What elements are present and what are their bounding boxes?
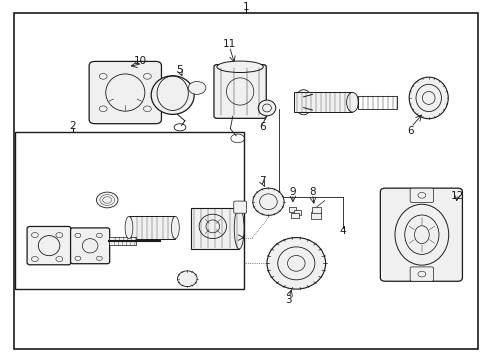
Text: 10: 10 — [133, 57, 147, 66]
FancyBboxPatch shape — [380, 188, 463, 281]
Ellipse shape — [253, 188, 284, 215]
Ellipse shape — [295, 90, 313, 115]
Ellipse shape — [258, 100, 276, 116]
Ellipse shape — [409, 77, 448, 119]
Text: 2: 2 — [70, 121, 76, 131]
FancyBboxPatch shape — [234, 201, 246, 213]
FancyBboxPatch shape — [89, 62, 161, 124]
Ellipse shape — [188, 81, 206, 94]
Bar — [312, 207, 321, 212]
Ellipse shape — [234, 208, 244, 249]
Ellipse shape — [172, 216, 179, 239]
Text: 4: 4 — [340, 226, 346, 236]
Ellipse shape — [97, 192, 118, 208]
Text: 1: 1 — [243, 2, 249, 12]
Ellipse shape — [177, 271, 197, 287]
Text: 12: 12 — [451, 192, 464, 201]
Ellipse shape — [125, 216, 133, 239]
Text: 11: 11 — [223, 39, 236, 49]
Bar — [311, 212, 321, 219]
Ellipse shape — [267, 238, 326, 289]
Bar — [109, 237, 136, 246]
Bar — [294, 210, 301, 215]
Bar — [289, 207, 296, 212]
Text: 9: 9 — [290, 187, 296, 197]
Ellipse shape — [217, 61, 263, 72]
Text: 8: 8 — [309, 187, 316, 197]
FancyBboxPatch shape — [27, 226, 71, 265]
Bar — [294, 93, 352, 112]
FancyBboxPatch shape — [410, 188, 434, 202]
Text: 6: 6 — [407, 126, 414, 136]
Bar — [358, 96, 397, 109]
Bar — [15, 132, 244, 289]
Text: 7: 7 — [259, 176, 266, 186]
FancyBboxPatch shape — [214, 65, 266, 118]
Bar — [292, 213, 299, 218]
Text: 6: 6 — [259, 122, 266, 132]
Bar — [191, 208, 239, 249]
FancyBboxPatch shape — [410, 267, 434, 281]
Bar — [129, 216, 175, 239]
Ellipse shape — [151, 76, 194, 114]
Text: 5: 5 — [176, 65, 182, 75]
Text: 3: 3 — [285, 295, 292, 305]
Ellipse shape — [346, 93, 358, 112]
FancyBboxPatch shape — [71, 228, 110, 264]
